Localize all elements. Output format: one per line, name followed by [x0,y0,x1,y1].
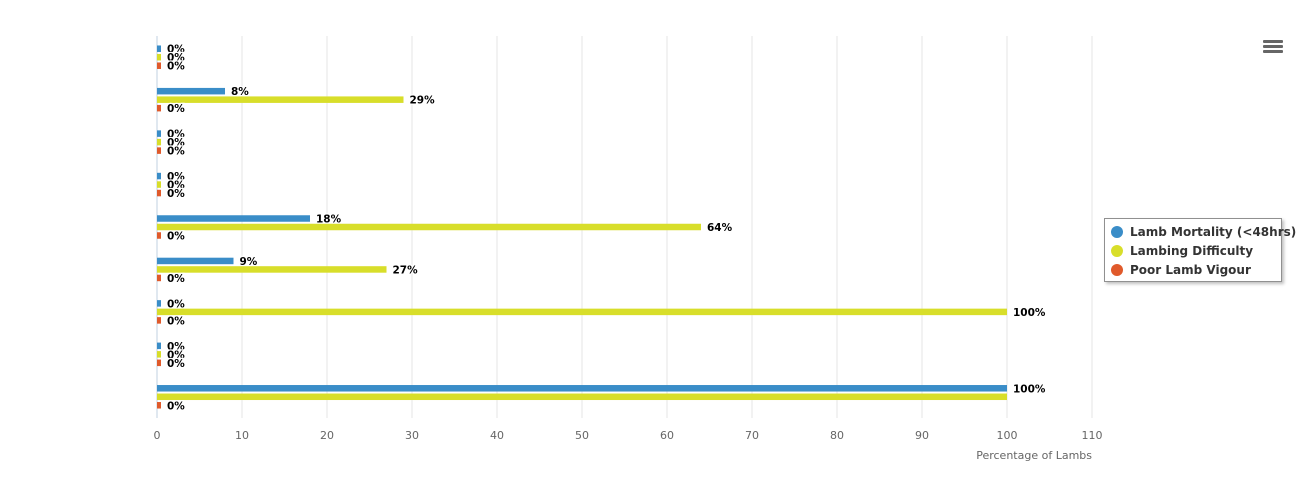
legend-item-vigour[interactable]: Poor Lamb Vigour [1111,260,1275,279]
legend-item-difficulty[interactable]: Lambing Difficulty [1111,241,1275,260]
data-label: 0% [167,341,185,353]
data-label: 9% [240,256,258,268]
bar [157,317,161,324]
data-label: 100% [1013,307,1046,319]
data-label: 0% [167,137,185,149]
data-label: 0% [167,171,185,183]
bar [157,45,161,52]
bar [157,130,161,137]
data-label: 0% [167,298,185,310]
bar [157,351,161,358]
bar [157,402,161,409]
bar [157,87,225,95]
x-tick-label: 20 [320,429,334,442]
x-tick-label: 0 [154,429,161,442]
bar [157,393,1007,401]
bar [157,147,161,154]
x-tick-label: 80 [830,429,844,442]
x-tick-label: 60 [660,429,674,442]
x-tick-label: 40 [490,429,504,442]
bar [157,223,701,231]
data-label: 0% [167,129,185,141]
data-label: 64% [707,222,733,234]
bar [157,300,161,307]
data-label: 0% [167,358,185,370]
data-label: 18% [316,214,342,226]
data-label: 0% [167,315,185,327]
bar [157,53,161,61]
data-label: 0% [167,188,185,200]
bar [157,62,161,69]
legend-marker [1111,225,1123,238]
bar [157,96,404,103]
bar [157,308,1007,316]
data-label: 27% [393,264,419,276]
x-tick-label: 50 [575,429,589,442]
x-tick-label: 30 [405,429,419,442]
data-label: 0% [167,400,185,412]
chart-menu-button[interactable] [1261,38,1285,58]
chart-legend: Lamb Mortality (<48hrs) Lambing Difficul… [1104,218,1296,282]
legend-label: Poor Lamb Vigour [1130,262,1251,277]
data-label: 0% [167,146,185,158]
legend-item-mortality[interactable]: Lamb Mortality (<48hrs) [1111,222,1296,241]
legend-marker [1111,244,1123,257]
x-axis-title: Percentage of Lambs [976,449,1092,462]
data-label: 0% [167,52,185,64]
bar [157,266,387,273]
data-label: 0% [167,103,185,115]
legend-label: Lamb Mortality (<48hrs) [1130,224,1297,239]
data-label: 0% [167,349,185,361]
bar [157,257,234,265]
bar [157,385,1007,392]
data-label: 0% [167,180,185,192]
bar [157,138,161,146]
bar [157,215,310,222]
bar [157,342,161,350]
data-label: 0% [167,44,185,56]
data-label: 0% [167,273,185,285]
bar [157,359,161,367]
x-tick-label: 10 [235,429,249,442]
data-label: 0% [167,231,185,243]
x-tick-label: 70 [745,429,759,442]
data-label: 100% [1013,383,1046,395]
legend-label: Lambing Difficulty [1130,243,1254,258]
bar [157,274,161,282]
data-label: 29% [410,95,436,107]
bar [157,181,161,188]
x-tick-label: 100 [997,429,1018,442]
bar [157,172,161,180]
data-label: 8% [231,86,249,98]
bar [157,232,161,239]
bar [157,104,161,112]
legend-marker [1111,263,1123,276]
data-label: 0% [167,61,185,73]
x-tick-label: 90 [915,429,929,442]
hamburger-menu-icon [1263,40,1283,43]
x-tick-label: 110 [1082,429,1103,442]
bar [157,189,161,197]
